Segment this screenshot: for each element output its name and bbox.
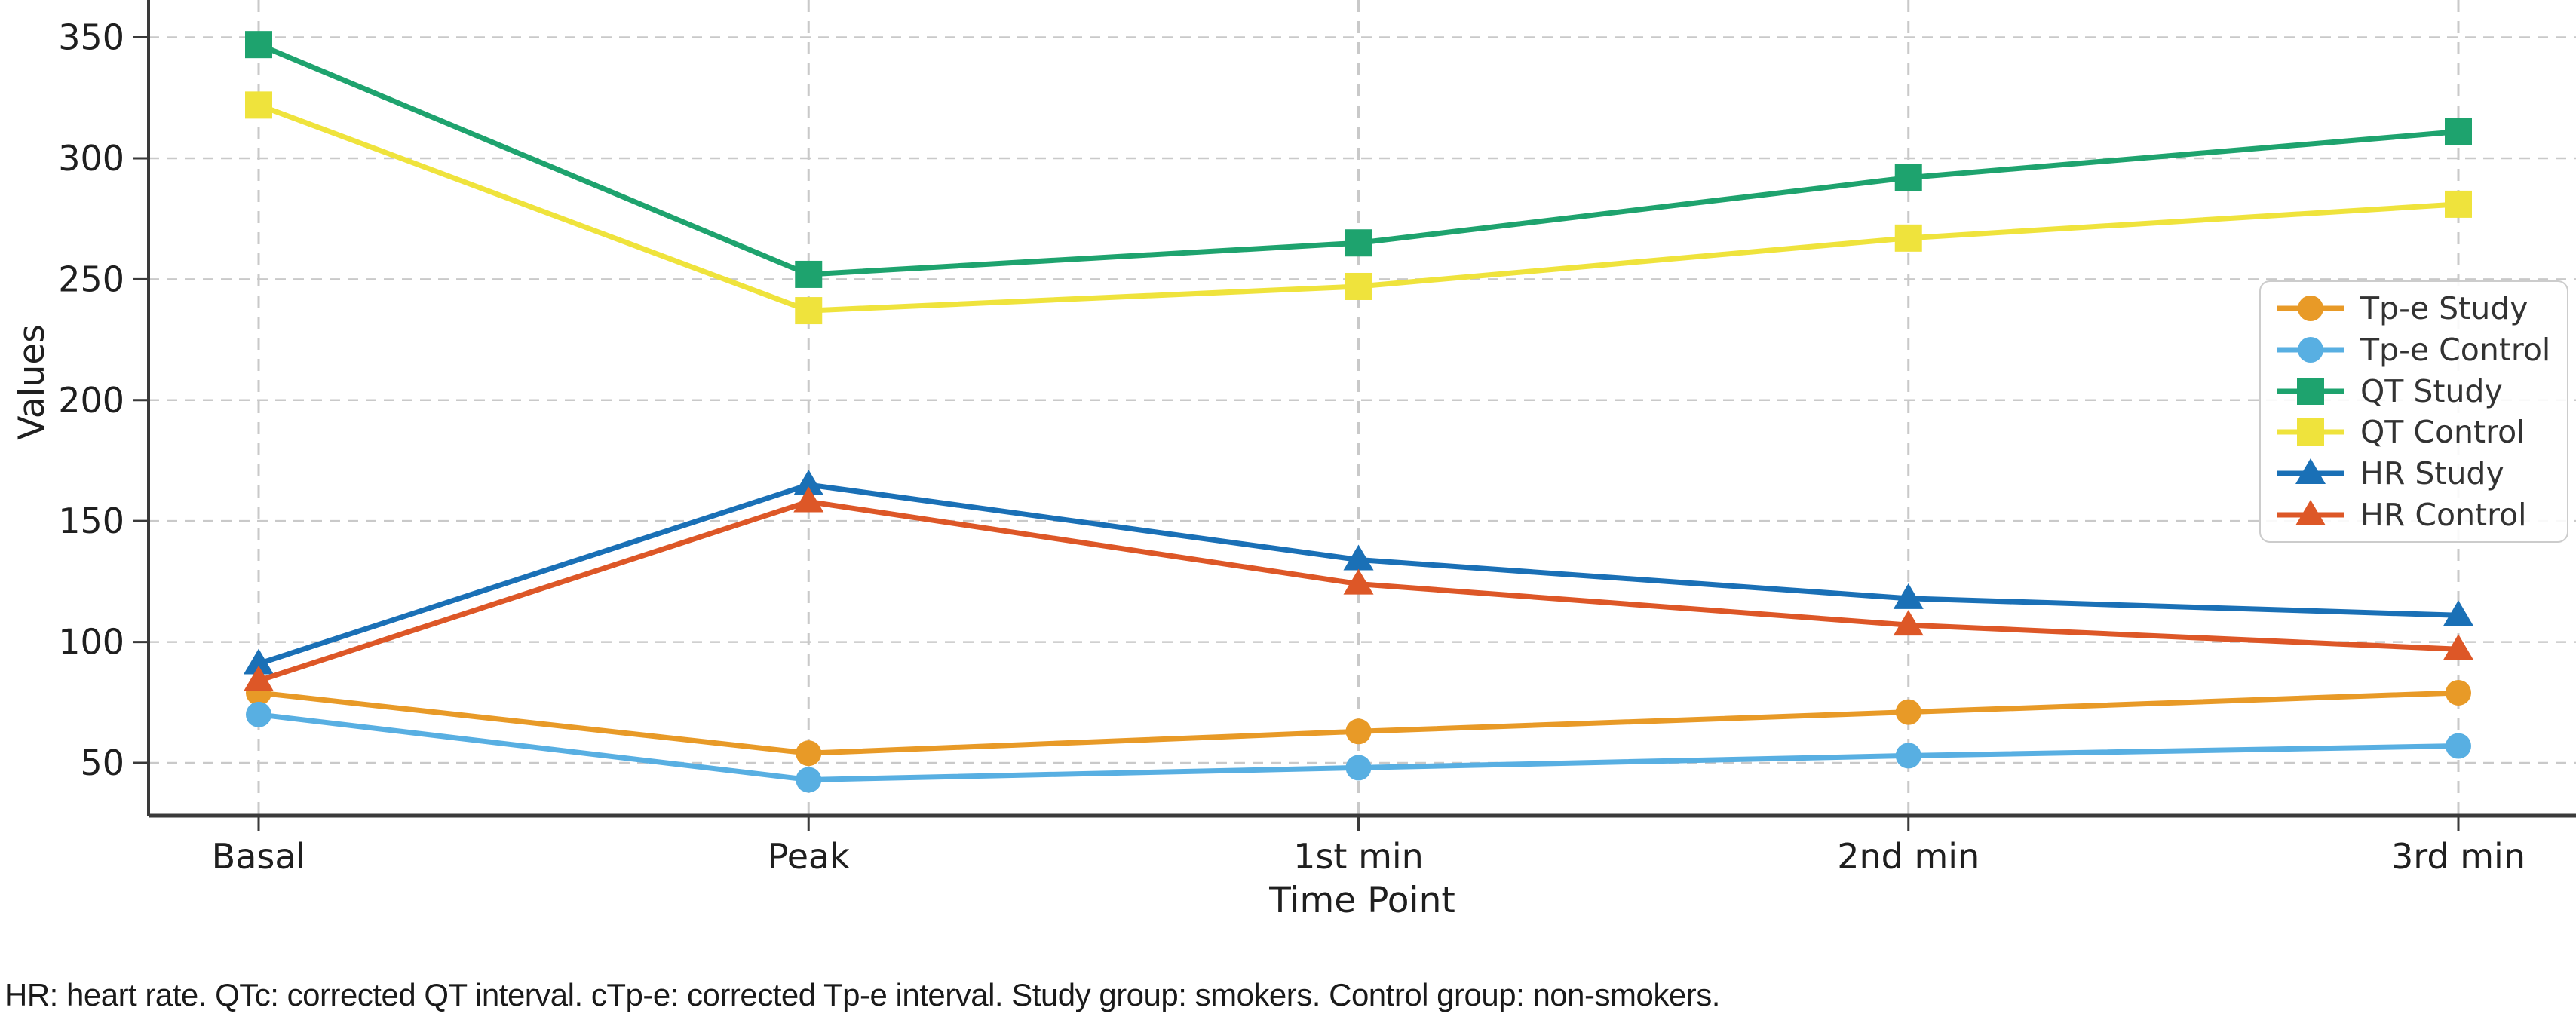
series-marker <box>1345 229 1372 257</box>
series-marker <box>1893 583 1924 609</box>
x-tick-label: Peak <box>768 836 851 877</box>
y-axis-label: Values <box>11 324 53 440</box>
y-tick-label: 150 <box>58 501 124 541</box>
y-tick-label: 200 <box>58 380 124 421</box>
circle-marker-icon <box>2298 296 2323 322</box>
series-marker <box>1894 164 1922 191</box>
triangle-marker-icon <box>2295 458 2326 484</box>
series-marker <box>2443 634 2473 660</box>
series-marker <box>2446 679 2471 706</box>
x-tick-label: 1st min <box>1293 836 1424 877</box>
legend-label: HR Study <box>2360 455 2504 492</box>
chart-footnote: HR: heart rate. QTc: corrected QT interv… <box>5 977 1720 1012</box>
x-axis-label: Time Point <box>1268 880 1455 921</box>
legend-item: HR Study <box>2274 455 2553 492</box>
legend-marker-sample <box>2277 377 2344 405</box>
x-tick-label: Basal <box>212 836 306 877</box>
legend-marker-sample <box>2277 336 2344 363</box>
series-marker <box>1345 718 1372 745</box>
series-marker <box>795 297 823 325</box>
legend-item: Tp-e Study <box>2274 289 2553 327</box>
series-marker <box>2443 600 2473 626</box>
series-marker <box>1345 272 1372 300</box>
y-tick-label: 250 <box>58 259 124 299</box>
x-tick-label: 2nd min <box>1837 836 1980 877</box>
triangle-marker-icon <box>2295 499 2326 525</box>
legend-marker-sample <box>2277 296 2344 322</box>
series-marker <box>796 767 822 793</box>
legend-label: QT Control <box>2360 414 2525 451</box>
series-marker <box>793 486 824 513</box>
legend-marker-sample <box>2277 499 2344 525</box>
series-marker <box>244 665 274 691</box>
legend-item: QT Control <box>2274 413 2553 451</box>
series-marker <box>2445 118 2472 145</box>
legend-marker-sample <box>2277 458 2344 484</box>
series-marker <box>245 31 272 59</box>
legend-item: QT Study <box>2274 372 2553 410</box>
series-marker <box>246 701 271 727</box>
legend-label: QT Study <box>2360 372 2503 409</box>
series-marker <box>2445 190 2472 218</box>
series-marker <box>795 260 823 288</box>
series-marker <box>1345 755 1372 781</box>
series-marker <box>793 470 824 496</box>
square-marker-icon <box>2297 377 2324 405</box>
legend: Tp-e Study Tp-e Control QT Study QT Control… <box>2259 280 2568 543</box>
circle-marker-icon <box>2298 336 2323 363</box>
legend-label: HR Control <box>2360 496 2527 533</box>
legend-item: Tp-e Control <box>2274 331 2553 369</box>
series-marker <box>245 91 272 119</box>
series-marker <box>796 740 822 767</box>
series-marker <box>244 648 274 675</box>
y-tick-label: 100 <box>58 622 124 663</box>
y-tick-label: 50 <box>80 743 124 783</box>
legend-marker-sample <box>2277 418 2344 446</box>
series-marker <box>1895 743 1921 769</box>
series-marker <box>1895 699 1921 725</box>
series-marker <box>1343 544 1374 571</box>
y-tick-label: 350 <box>58 17 124 58</box>
y-tick-label: 300 <box>58 138 124 179</box>
legend-item: HR Control <box>2274 496 2553 534</box>
x-tick-label: 3rd min <box>2391 836 2525 877</box>
series-marker <box>1343 568 1374 595</box>
legend-label: Tp-e Control <box>2360 331 2551 368</box>
series-marker <box>2446 733 2471 759</box>
legend-label: Tp-e Study <box>2360 290 2528 327</box>
series-marker <box>1894 224 1922 252</box>
series-marker <box>1893 610 1924 636</box>
square-marker-icon <box>2297 418 2324 446</box>
